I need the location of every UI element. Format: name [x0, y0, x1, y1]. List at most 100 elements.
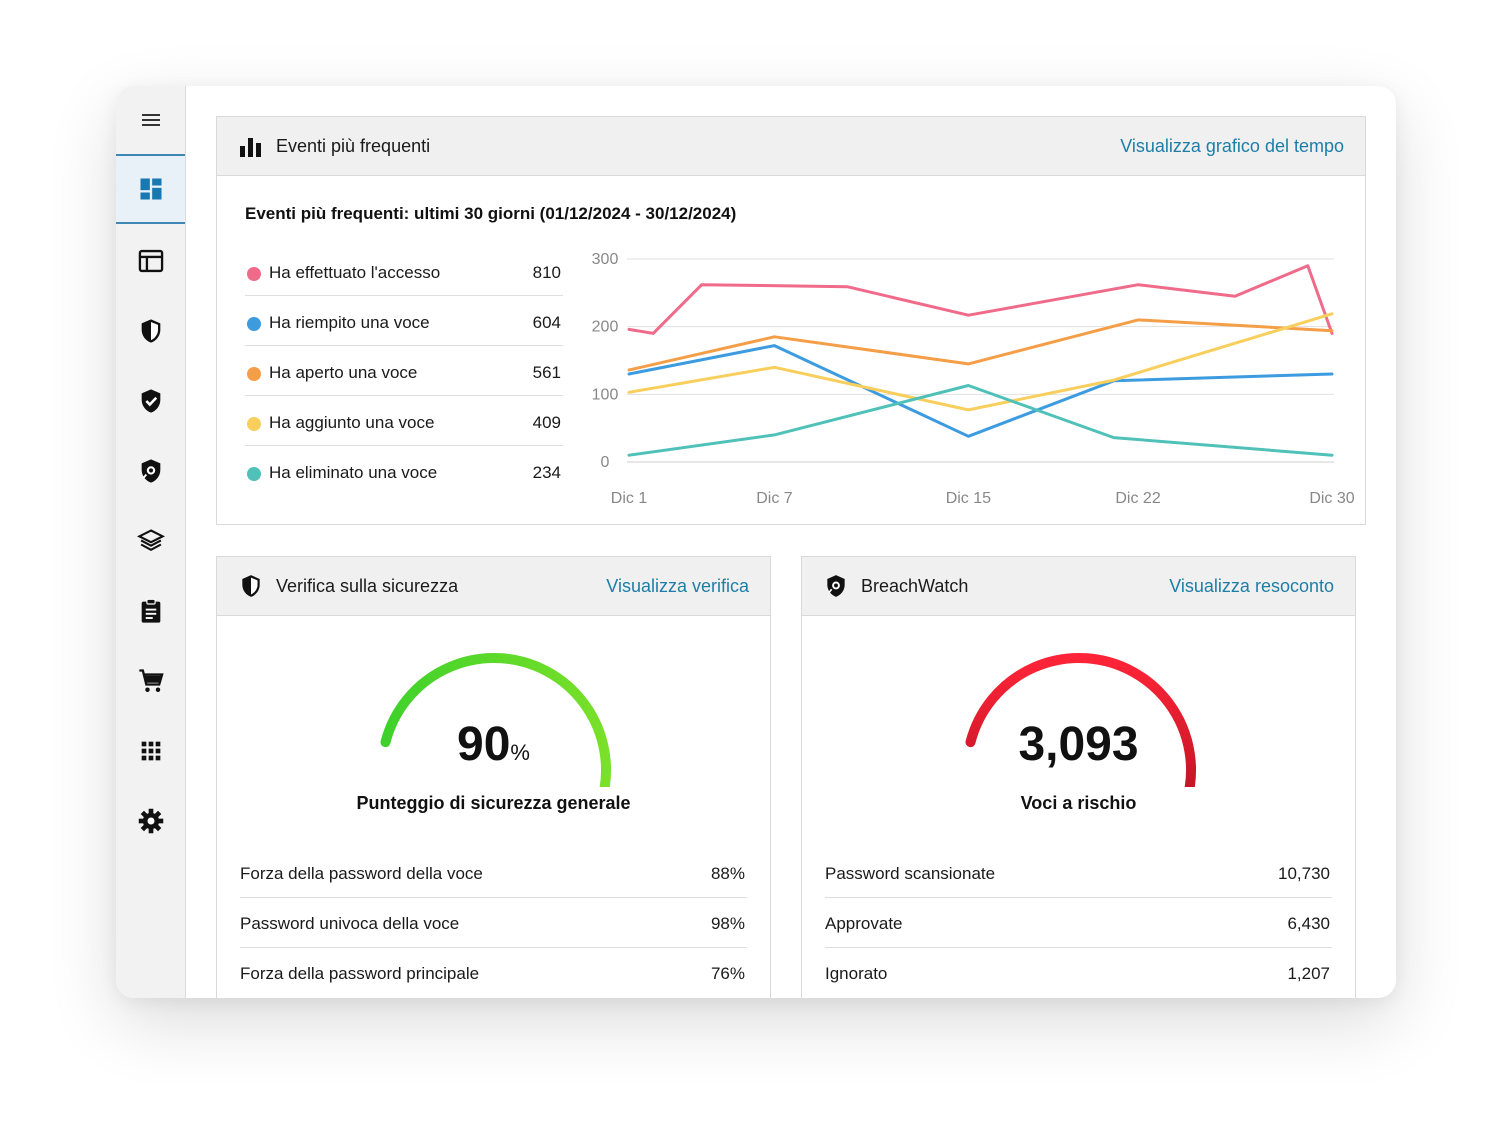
stat-label: Forza della password principale — [240, 964, 480, 983]
clipboard-icon — [141, 598, 160, 623]
breachwatch-title: BreachWatch — [861, 576, 969, 596]
breachwatch-icon — [827, 575, 845, 597]
x-tick-label: Dic 30 — [1309, 490, 1354, 507]
shield-check-icon — [141, 389, 160, 413]
stat-value: 76% — [710, 964, 745, 983]
stat-label: Approvate — [825, 914, 903, 933]
legend-item: Ha eliminato una voce 234 — [245, 446, 563, 496]
layout-icon — [138, 249, 163, 273]
stat-row: Ignorato 1,207 — [825, 948, 1332, 998]
stat-value: 10,730 — [1278, 864, 1330, 883]
events-title: Eventi più frequenti — [276, 136, 431, 156]
y-tick-label: 300 — [592, 251, 619, 268]
stat-label: Ignorato — [825, 964, 888, 983]
shield-icon — [242, 575, 260, 597]
legend-item: Ha aggiunto una voce 409 — [245, 396, 563, 446]
security-title: Verifica sulla sicurezza — [276, 576, 459, 596]
security-score-number: 90 — [457, 718, 511, 771]
menu-icon — [141, 114, 160, 126]
breach-count: 3,093 — [1018, 718, 1139, 771]
sidebar-item-breachwatch[interactable] — [116, 436, 185, 506]
x-tick-label: Dic 1 — [611, 490, 648, 507]
stat-label: Password scansionate — [825, 864, 996, 883]
view-time-chart-link[interactable]: Visualizza grafico del tempo — [1120, 136, 1344, 156]
security-card: Verifica sulla sicurezza Visualizza veri… — [216, 556, 771, 998]
legend-value: 234 — [532, 463, 561, 482]
legend-value: 810 — [532, 263, 561, 282]
legend-value: 561 — [532, 363, 561, 382]
cart-icon — [138, 669, 164, 692]
sidebar-item-security[interactable] — [116, 296, 185, 366]
stat-value: 88% — [710, 864, 745, 883]
legend-item: Ha aperto una voce 561 — [245, 346, 563, 396]
legend-dot — [247, 417, 261, 431]
security-score: 90% — [217, 717, 770, 772]
security-score-unit: % — [510, 740, 530, 765]
menu-button[interactable] — [116, 86, 185, 154]
security-score-gauge — [380, 653, 611, 787]
sidebar-item-dashboard[interactable] — [116, 154, 185, 224]
view-report-link[interactable]: Visualizza resoconto — [1169, 576, 1334, 596]
legend-label: Ha effettuato l'accesso — [269, 263, 441, 282]
stat-value: 6,430 — [1287, 914, 1330, 933]
sidebar-item-reports[interactable] — [116, 576, 185, 646]
series-line — [627, 264, 1334, 335]
stat-row: Forza della password della voce 88% — [240, 848, 747, 898]
x-tick-label: Dic 22 — [1115, 490, 1160, 507]
y-tick-label: 0 — [601, 454, 610, 471]
dashboard-icon — [140, 178, 161, 200]
legend-dot — [247, 367, 261, 381]
x-tick-label: Dic 15 — [946, 490, 991, 507]
stat-label: Forza della password della voce — [240, 864, 483, 883]
y-tick-label: 200 — [592, 319, 619, 336]
stat-value: 1,207 — [1287, 964, 1330, 983]
security-card-header: Verifica sulla sicurezza Visualizza veri… — [217, 557, 770, 616]
layers-icon — [136, 529, 165, 551]
sidebar-item-layers[interactable] — [116, 506, 185, 576]
legend-label: Ha riempito una voce — [269, 313, 430, 332]
series-line — [627, 312, 1334, 412]
legend-label: Ha aggiunto una voce — [269, 413, 435, 432]
legend-item: Ha effettuato l'accesso 810 — [245, 246, 563, 296]
security-gauge-arc — [380, 653, 611, 787]
legend-dot — [247, 317, 261, 331]
stat-row: Approvate 6,430 — [825, 898, 1332, 948]
legend-dot — [247, 467, 261, 481]
security-score-label: Punteggio di sicurezza generale — [356, 793, 631, 813]
gear-icon — [138, 808, 163, 834]
stat-row: Password scansionate 10,730 — [825, 848, 1332, 898]
events-line-chart: 300 200 100 0 Dic 1 Dic 7 Dic 15 Dic 22 Dic 30 — [592, 251, 1355, 507]
grid-icon — [141, 741, 160, 761]
breach-gauge — [965, 653, 1196, 787]
stat-value: 98% — [710, 914, 745, 933]
sidebar-item-layout[interactable] — [116, 226, 185, 296]
y-tick-label: 100 — [592, 386, 619, 403]
legend-item: Ha riempito una voce 604 — [245, 296, 563, 346]
series-line — [627, 318, 1334, 372]
legend-value: 604 — [532, 313, 561, 332]
stat-row: Forza della password principale 76% — [240, 948, 747, 998]
breachwatch-icon — [141, 459, 160, 483]
sidebar-item-compliance[interactable] — [116, 366, 185, 436]
events-card-header: Eventi più frequenti Visualizza grafico … — [217, 117, 1365, 176]
breach-count-label: Voci a rischio — [1020, 793, 1137, 813]
stat-label: Password univoca della voce — [240, 914, 460, 933]
breachwatch-card-header: BreachWatch Visualizza resoconto — [802, 557, 1355, 616]
x-tick-label: Dic 7 — [756, 490, 793, 507]
view-audit-link[interactable]: Visualizza verifica — [606, 576, 749, 596]
sidebar-item-settings[interactable] — [116, 786, 185, 856]
events-card: Eventi più frequenti Visualizza grafico … — [216, 116, 1366, 525]
shield-icon — [141, 319, 160, 343]
legend-value: 409 — [532, 413, 561, 432]
series-line — [627, 344, 1334, 438]
series-line — [627, 384, 1334, 457]
legend-dot — [247, 267, 261, 281]
app-window: Eventi più frequenti Visualizza grafico … — [116, 86, 1396, 998]
sidebar-item-store[interactable] — [116, 646, 185, 716]
legend-label: Ha eliminato una voce — [269, 463, 438, 482]
events-subtitle: Eventi più frequenti: ultimi 30 giorni (… — [245, 204, 737, 223]
sidebar — [116, 86, 186, 998]
breach-gauge-arc — [965, 653, 1196, 787]
sidebar-item-apps[interactable] — [116, 716, 185, 786]
bar-chart-icon — [240, 138, 261, 157]
